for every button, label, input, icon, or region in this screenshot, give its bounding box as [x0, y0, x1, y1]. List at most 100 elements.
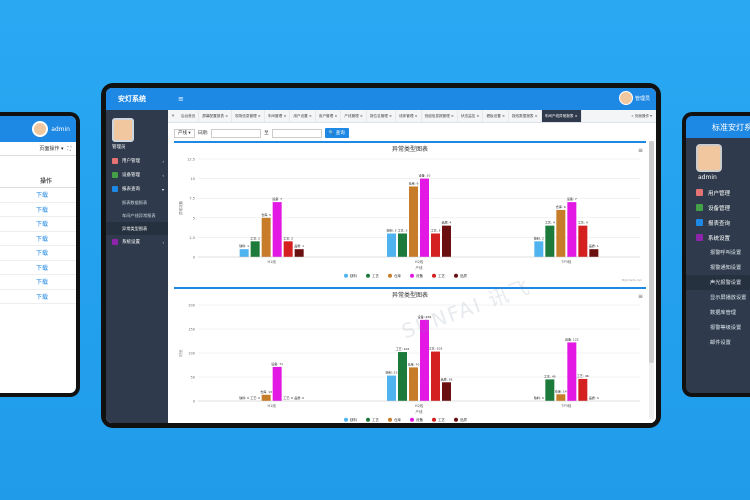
sidebar-subitem[interactable]: 报警呼叫设置 — [710, 250, 742, 256]
download-link[interactable]: 下载 — [0, 217, 76, 232]
legend-item: 品质 — [460, 273, 468, 278]
user-label: 管理员 — [634, 95, 650, 102]
download-link[interactable]: 下载 — [0, 246, 76, 261]
bar — [250, 241, 260, 257]
download-link[interactable]: 下载 — [0, 232, 76, 246]
tab-scroll-left[interactable]: « — [171, 113, 175, 119]
tab[interactable]: 用户设置 × — [290, 110, 316, 122]
date-start-input[interactable] — [211, 128, 262, 138]
date-label: 日期: — [197, 131, 209, 136]
sidebar-item[interactable]: 报表查询 — [686, 215, 750, 230]
sidebar-item[interactable]: 用户管理 ‹ — [106, 154, 168, 168]
bar — [420, 319, 429, 401]
y-tick-label: 12.5 — [187, 158, 195, 162]
bar — [387, 375, 396, 401]
tab[interactable]: 状态监控 × — [458, 110, 484, 122]
bar — [398, 233, 407, 257]
sidebar-subitem[interactable]: 显示屏播放设置 — [710, 295, 747, 301]
tab[interactable]: 后台首页 — [178, 110, 200, 122]
bar-label: 品质: 0 — [589, 395, 599, 400]
tab-ops[interactable]: » 页面操作 ▾ — [631, 113, 652, 118]
bar-label: 工艺: 103 — [429, 346, 443, 351]
legend-marker — [366, 273, 370, 278]
x-axis-label: 产线 — [416, 409, 424, 414]
legend-item: 仓库 — [394, 417, 402, 422]
tab[interactable]: 报线数据报表 × — [509, 110, 542, 122]
download-link[interactable]: 下载 — [0, 188, 76, 203]
sidebar-subitem[interactable]: 声光报警设置 — [686, 275, 750, 290]
sidebar-subitem[interactable]: 报表数据报表 — [122, 199, 148, 205]
page-ops-button[interactable]: 页面操作 ▾ — [39, 146, 64, 152]
line-select[interactable]: 产线 ▾ — [174, 128, 195, 138]
left-device-screen: admin 页面操作 ▾ ⛶ 操作 下载 下载 下载 下载 下载 下载 下载 下载 — [0, 116, 76, 393]
sidebar-item[interactable]: 系统设置 ‹ — [106, 235, 168, 249]
download-link[interactable]: 下载 — [0, 261, 76, 275]
download-link[interactable]: 下载 — [0, 275, 76, 290]
x-axis-label: 产线 — [416, 265, 424, 270]
bar — [534, 241, 544, 257]
sidebar-item[interactable]: 设备管理 ‹ — [106, 168, 168, 182]
bar-label: 品质: 0 — [294, 395, 304, 400]
sidebar-item-label: 用户管理 — [708, 190, 731, 197]
sidebar-item-label: 用户管理 — [122, 159, 140, 164]
content-scrollbar[interactable] — [649, 141, 654, 419]
user-menu[interactable]: 管理员 — [618, 91, 650, 105]
tab[interactable]: 车间产线异常报表 × — [541, 110, 582, 122]
y-tick-label: 100 — [188, 352, 195, 356]
tab[interactable]: 现场信息管理 × — [232, 110, 265, 122]
y-tick-label: 5 — [193, 216, 195, 220]
avatar[interactable] — [696, 144, 722, 172]
sidebar-subitem[interactable]: 数据库管理 — [710, 310, 736, 316]
y-tick-label: 0 — [193, 256, 195, 260]
sidebar-item[interactable]: 用户管理 — [686, 185, 750, 200]
tab[interactable]: 屏幕配置报表 × — [199, 110, 233, 122]
tab[interactable]: 看板设置 × — [483, 110, 509, 122]
bar — [556, 209, 566, 257]
download-link[interactable]: 下载 — [0, 203, 76, 217]
sidebar-subitem[interactable]: 报警通知设置 — [710, 265, 742, 271]
bar — [578, 225, 588, 257]
sidebar-menu: 用户管理 ‹ 设备管理 ‹ 报表查询 ▾ 报表数据报表车间产线异常报表异常类型图表 系统设置 ‹ — [106, 154, 168, 249]
legend-item: 仓库 — [394, 273, 402, 278]
sidebar-item[interactable]: 系统设置 — [686, 230, 750, 245]
bar — [239, 249, 249, 257]
x-tick-label: TP3线 — [560, 403, 571, 408]
legend-item: 缺料 — [350, 273, 358, 278]
menu-toggle-icon[interactable]: ≡ — [178, 95, 184, 103]
avatar[interactable] — [618, 91, 633, 105]
chevron-icon: ▾ — [161, 186, 164, 192]
tab[interactable]: 用户管理 × — [316, 110, 342, 122]
sidebar-subitem[interactable]: 异常类型图表 — [106, 222, 168, 235]
tab[interactable]: 线体管理 × — [396, 110, 422, 122]
tab[interactable]: 车间管理 × — [265, 110, 291, 122]
right-sidebar-menu: 用户管理设备管理报表查询系统设置报警呼叫设置 报警通知设置声光报警设置显示屏播放设… — [686, 185, 750, 350]
tab[interactable]: 班组信息报管理 × — [422, 110, 458, 122]
sidebar-item[interactable]: 设备管理 — [686, 200, 750, 215]
tab[interactable]: 报位名管理 × — [367, 110, 397, 122]
sidebar-subitem[interactable]: 报警等级设置 — [710, 325, 742, 331]
filter-bar: 产线 ▾ 日期: 至 🔍 查询 — [174, 127, 650, 139]
bar-label: 工艺: 4 — [578, 220, 588, 225]
search-button[interactable]: 🔍 查询 — [324, 128, 349, 138]
sidebar-item-label: 报表查询 — [708, 220, 731, 227]
sidebar-item-label: 系统设置 — [708, 235, 731, 242]
chart-menu-icon: ≡ — [638, 293, 643, 300]
download-link[interactable]: 下载 — [0, 290, 76, 304]
bar-label: 设备: 169 — [418, 314, 432, 319]
sidebar-subitem[interactable]: 邮件设置 — [710, 340, 731, 346]
date-end-input[interactable] — [271, 128, 322, 138]
avatar[interactable] — [32, 121, 49, 137]
fullscreen-icon[interactable]: ⛶ — [67, 145, 71, 152]
y-tick-label: 50 — [191, 376, 195, 380]
sidebar-subitem[interactable]: 车间产线异常报表 — [122, 212, 156, 218]
bar — [589, 249, 599, 257]
main-screen: 安灯系统 ≡ 管理员 管理员 用户管理 ‹ 设备管理 ‹ 报表查询 ▾ 报表数据报表 车间产线… — [106, 88, 656, 423]
tab[interactable]: 产线管理 × — [341, 110, 367, 122]
menu-icon — [696, 189, 703, 196]
legend-item: 工艺 — [372, 417, 380, 422]
menu-icon — [112, 239, 118, 245]
sidebar-item[interactable]: 报表查询 ▾ — [106, 182, 168, 196]
bar-label: 工艺: 102 — [396, 346, 410, 351]
chart-count: 异常类型图表 ≡ 0 2.5 5 7.5 10 12.5 异常次数 缺料: 1 工艺: 2 仓库: 5… — [174, 141, 646, 283]
